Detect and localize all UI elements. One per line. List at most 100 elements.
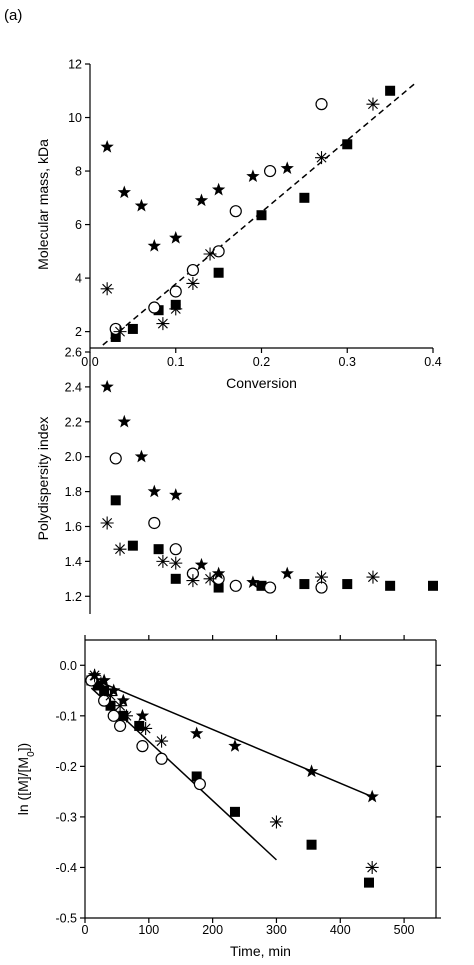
data-point-star bbox=[100, 139, 114, 153]
y-tick-label: 8 bbox=[75, 165, 82, 179]
data-point-square bbox=[299, 192, 310, 203]
data-point-square bbox=[342, 139, 353, 150]
data-point-star bbox=[194, 557, 209, 571]
data-point-square bbox=[256, 580, 267, 591]
data-point-circle bbox=[229, 205, 242, 218]
data-point-asterisk bbox=[169, 302, 183, 316]
series-filled-square bbox=[86, 675, 374, 888]
series-asterisk bbox=[100, 97, 380, 339]
series-filled-star bbox=[100, 139, 294, 252]
data-point-square bbox=[191, 771, 202, 782]
y-tick-label: 1.6 bbox=[65, 520, 82, 534]
data-point-circle bbox=[263, 164, 277, 178]
x-axis-title: Time, min bbox=[230, 943, 291, 959]
data-point-circle bbox=[169, 285, 182, 298]
data-point-circle bbox=[229, 579, 242, 592]
y-tick-label: -0.5 bbox=[55, 912, 77, 926]
data-point-circle bbox=[148, 301, 161, 314]
panel-label: (a) bbox=[4, 7, 22, 24]
y-tick-label: 12 bbox=[68, 58, 82, 72]
y-tick-label: 2 bbox=[75, 325, 82, 339]
y-axis-title: ln ([M]/[M0]) bbox=[15, 743, 37, 815]
x-tick-label: 0.3 bbox=[339, 355, 356, 369]
series-open-circle bbox=[109, 98, 328, 336]
data-point-circle bbox=[148, 516, 161, 530]
fit-line bbox=[91, 677, 373, 798]
data-point-square bbox=[428, 580, 438, 591]
data-point-circle bbox=[315, 581, 328, 594]
data-point-star bbox=[147, 484, 161, 498]
x-tick-label: 0.1 bbox=[167, 355, 184, 369]
data-point-star bbox=[169, 488, 183, 501]
data-point-star bbox=[246, 575, 260, 588]
data-point-circle bbox=[155, 752, 168, 765]
data-point-asterisk bbox=[104, 689, 118, 703]
data-point-square bbox=[256, 210, 267, 221]
data-point-asterisk bbox=[100, 282, 114, 296]
data-point-star bbox=[194, 193, 209, 207]
data-point-asterisk bbox=[113, 699, 127, 713]
data-point-square bbox=[385, 85, 396, 96]
x-tick-label: 400 bbox=[330, 923, 351, 937]
data-point-asterisk bbox=[366, 97, 380, 111]
x-tick-label: 300 bbox=[266, 923, 287, 937]
data-point-square bbox=[110, 495, 121, 506]
data-point-star bbox=[134, 449, 149, 463]
y-tick-label: 1.8 bbox=[65, 485, 82, 499]
data-point-square bbox=[153, 544, 164, 555]
data-point-circle bbox=[136, 740, 149, 753]
y-tick-label: 10 bbox=[68, 111, 82, 125]
series-filled-star bbox=[87, 668, 379, 803]
data-point-star bbox=[135, 708, 150, 722]
y-tick-label: -0.4 bbox=[55, 861, 77, 875]
data-point-square bbox=[385, 580, 396, 591]
data-point-square bbox=[110, 331, 121, 342]
data-point-asterisk bbox=[155, 734, 169, 748]
y-tick-label: 1.2 bbox=[65, 590, 82, 604]
data-point-asterisk bbox=[366, 570, 380, 584]
y-axis-title: Polydispersity index bbox=[35, 417, 51, 541]
data-point-square bbox=[134, 720, 145, 731]
data-point-star bbox=[190, 726, 204, 740]
data-point-circle bbox=[212, 245, 225, 258]
y-tick-label: 2.2 bbox=[65, 415, 82, 429]
ylabel-subscript: 0 bbox=[26, 751, 37, 757]
data-point-asterisk bbox=[169, 556, 183, 570]
x-tick-label: 200 bbox=[202, 923, 223, 937]
data-point-square bbox=[105, 700, 116, 711]
x-tick-label: 500 bbox=[394, 923, 415, 937]
data-point-asterisk bbox=[156, 317, 170, 331]
data-point-circle bbox=[109, 452, 122, 465]
data-point-star bbox=[117, 185, 131, 199]
data-point-asterisk bbox=[203, 247, 217, 261]
data-point-square bbox=[170, 573, 181, 584]
x-tick-label: 0 bbox=[82, 923, 89, 937]
data-point-star bbox=[147, 238, 161, 252]
data-point-asterisk bbox=[94, 676, 108, 690]
y-tick-label: 6 bbox=[75, 218, 82, 232]
data-point-square bbox=[127, 323, 138, 334]
data-point-circle bbox=[98, 694, 111, 707]
data-point-square bbox=[229, 806, 240, 817]
data-point-asterisk bbox=[315, 151, 329, 165]
data-point-square bbox=[213, 582, 224, 593]
y-tick-label: 0.0 bbox=[60, 659, 77, 673]
data-point-square bbox=[299, 579, 310, 590]
data-point-star bbox=[100, 379, 114, 393]
data-point-star bbox=[117, 414, 131, 428]
y-tick-label: -0.1 bbox=[55, 709, 77, 723]
data-point-asterisk bbox=[119, 709, 133, 723]
series-asterisk bbox=[88, 668, 379, 874]
y-tick-label: 2.6 bbox=[65, 346, 82, 360]
series-filled-square bbox=[110, 495, 438, 593]
data-point-star bbox=[228, 739, 242, 752]
data-point-square bbox=[363, 877, 374, 888]
data-point-star bbox=[280, 161, 294, 175]
y-tick-label: 2.4 bbox=[65, 380, 82, 394]
data-point-asterisk bbox=[113, 325, 127, 339]
y-tick-label: 2.0 bbox=[65, 450, 82, 464]
data-point-circle bbox=[113, 719, 127, 733]
data-point-asterisk bbox=[100, 516, 114, 530]
